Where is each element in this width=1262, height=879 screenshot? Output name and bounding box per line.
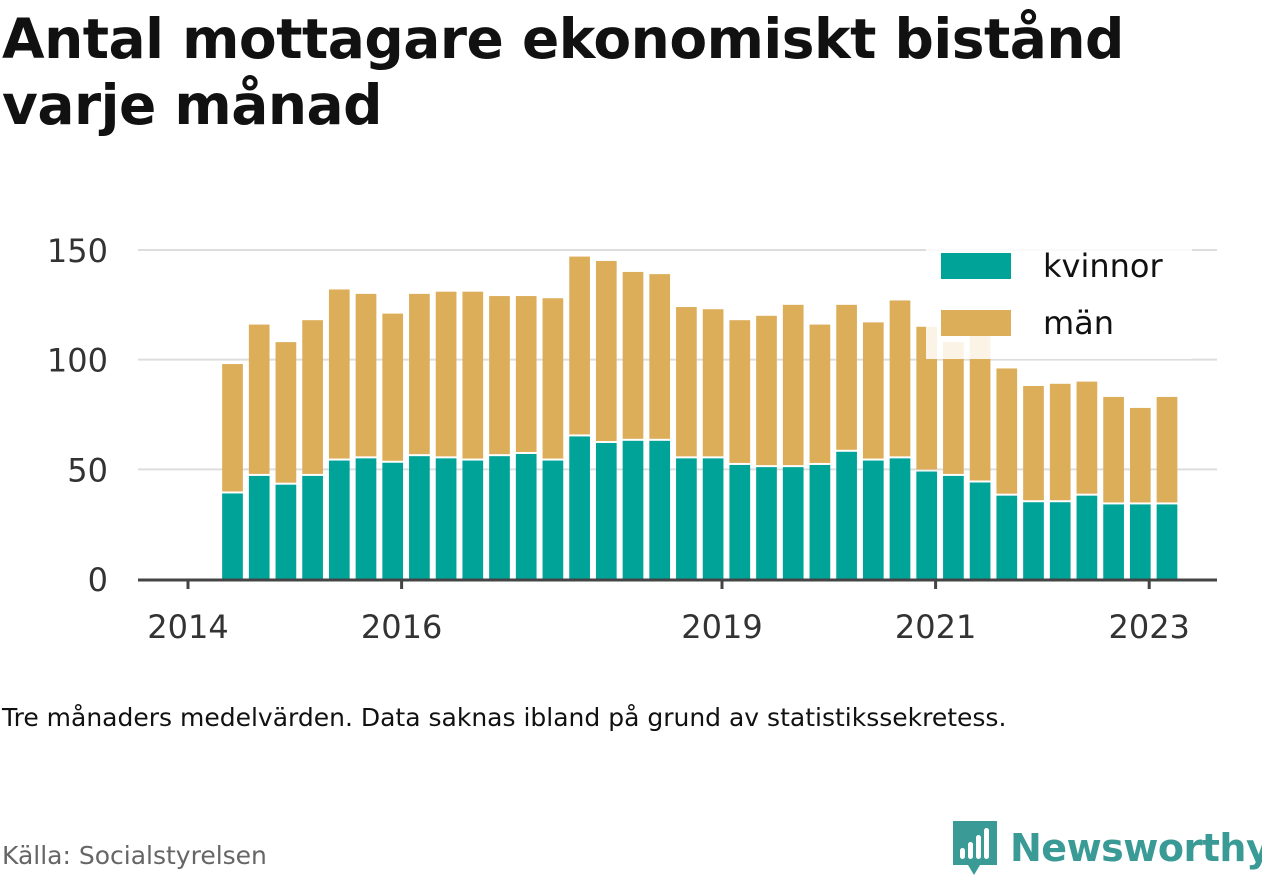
bar-man <box>435 291 457 457</box>
bar-man <box>782 304 804 466</box>
bar-man <box>409 293 430 455</box>
bar-kvinnor <box>515 453 537 579</box>
bar-kvinnor <box>409 456 430 579</box>
bar-kvinnor <box>729 464 751 579</box>
bar-kvinnor <box>782 467 804 579</box>
bar-man <box>756 315 777 466</box>
bar-man <box>809 324 831 463</box>
bar-man <box>836 304 857 450</box>
bar-man <box>1049 383 1071 501</box>
bar-man <box>328 289 350 459</box>
bar-kvinnor <box>222 493 243 579</box>
bar-man <box>515 296 537 452</box>
source-label: Källa: Socialstyrelsen <box>2 841 267 870</box>
bar-kvinnor <box>996 495 1018 579</box>
legend-label-man: män <box>1043 304 1114 342</box>
bar-man <box>1103 396 1124 503</box>
y-tick-label: 50 <box>67 451 108 489</box>
bar-kvinnor <box>916 471 938 579</box>
legend-label-kvinnor: kvinnor <box>1043 247 1164 285</box>
bar-kvinnor <box>1049 502 1071 579</box>
brand-name: Newsworthy <box>1010 826 1262 870</box>
bar-kvinnor <box>862 460 884 579</box>
chart-title: Antal mottagare ekonomiskt bistånd varje… <box>2 7 1124 137</box>
bar-man <box>302 320 323 474</box>
bar-man <box>622 271 644 439</box>
bar-man <box>889 300 911 457</box>
bar-kvinnor <box>302 475 323 579</box>
bar-man <box>462 291 484 459</box>
bar-kvinnor <box>435 458 457 579</box>
bar-kvinnor <box>382 462 404 579</box>
bar-man <box>996 368 1018 494</box>
bar-kvinnor <box>489 456 510 579</box>
bar-man <box>676 307 697 457</box>
bar-kvinnor <box>595 443 617 579</box>
bar-man <box>595 260 617 442</box>
y-tick-label: 150 <box>47 232 108 270</box>
bar-man <box>1156 396 1178 503</box>
bar-kvinnor <box>809 464 831 579</box>
stacked-bar-chart: 0 50 100 150 2014 2016 2019 2021 2023 kvinnor m… <box>47 232 1217 646</box>
bar-kvinnor <box>702 458 724 579</box>
y-tick-label: 100 <box>47 342 108 380</box>
bar-man <box>489 296 510 455</box>
bar-kvinnor <box>676 458 697 579</box>
bar-man <box>649 274 671 439</box>
y-tick-label: 0 <box>88 561 108 599</box>
bar-kvinnor <box>355 458 377 579</box>
bar-kvinnor <box>649 440 671 579</box>
bar-man <box>355 293 377 457</box>
bar-kvinnor <box>569 436 590 579</box>
newsworthy-logo-icon <box>953 821 997 875</box>
bar-kvinnor <box>328 460 350 579</box>
bar-man <box>542 298 564 459</box>
y-axis-ticks: 0 50 100 150 <box>47 232 108 599</box>
bar-man <box>275 342 297 483</box>
bar-kvinnor <box>969 482 991 579</box>
bar-kvinnor <box>836 451 857 579</box>
bar-man <box>248 324 270 474</box>
bars <box>222 256 1178 579</box>
x-tick-label: 2014 <box>147 608 228 646</box>
bar-kvinnor <box>275 484 297 579</box>
chart-note: Tre månaders medelvärden. Data saknas ib… <box>2 703 1007 732</box>
bar-man <box>1076 381 1098 494</box>
bar-man <box>729 320 751 463</box>
x-tick-label: 2021 <box>895 608 976 646</box>
bar-kvinnor <box>943 475 964 579</box>
legend: kvinnor män <box>926 247 1192 359</box>
bar-man <box>222 364 243 492</box>
bar-man <box>916 326 938 470</box>
bar-kvinnor <box>248 475 270 579</box>
bar-kvinnor <box>1103 504 1124 579</box>
legend-swatch-kvinnor <box>941 253 1011 279</box>
bar-man <box>943 342 964 474</box>
bar-man <box>382 313 404 461</box>
bar-man <box>702 309 724 457</box>
bar-man <box>569 256 590 435</box>
bar-man <box>862 322 884 459</box>
bar-kvinnor <box>622 440 644 579</box>
bar-man <box>1129 407 1151 503</box>
bar-kvinnor <box>756 467 777 579</box>
bar-man <box>969 335 991 481</box>
bar-kvinnor <box>1156 504 1178 579</box>
bar-kvinnor <box>1129 504 1151 579</box>
x-tick-label: 2023 <box>1108 608 1189 646</box>
bar-kvinnor <box>1023 502 1044 579</box>
bar-kvinnor <box>542 460 564 579</box>
x-axis-ticks: 2014 2016 2019 2021 2023 <box>147 579 1190 646</box>
bar-kvinnor <box>889 458 911 579</box>
x-tick-label: 2019 <box>681 608 762 646</box>
newsworthy-logo: Newsworthy <box>950 818 1262 878</box>
bar-kvinnor <box>1076 495 1098 579</box>
x-tick-label: 2016 <box>361 608 442 646</box>
bar-man <box>1023 385 1044 501</box>
bar-kvinnor <box>462 460 484 579</box>
legend-swatch-man <box>941 310 1011 336</box>
